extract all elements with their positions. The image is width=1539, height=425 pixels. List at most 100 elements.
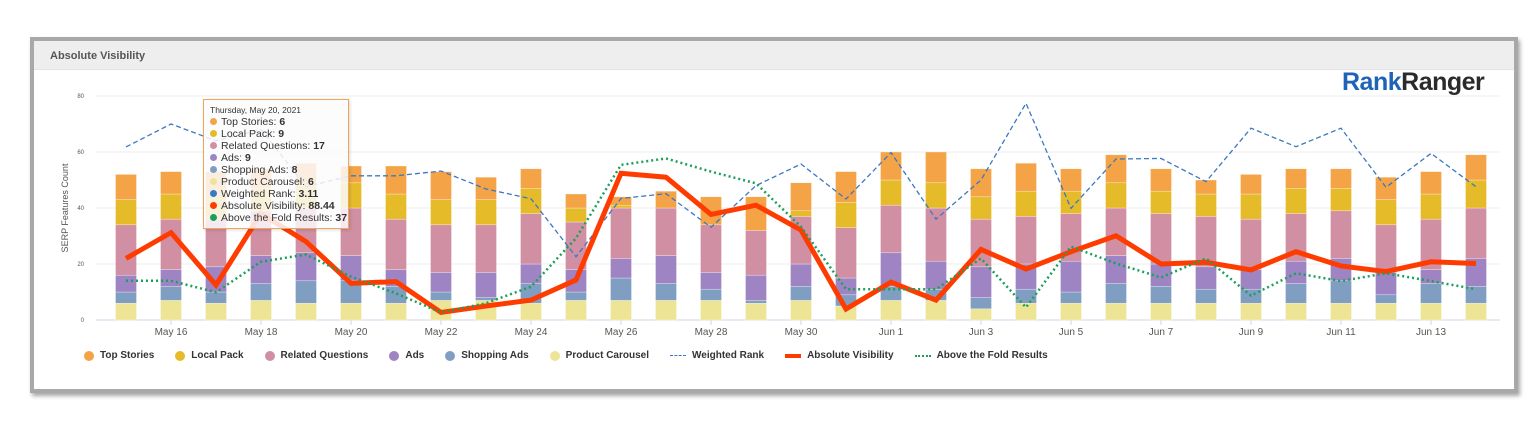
bar-segment-product-carousel <box>880 300 902 321</box>
bar-segment-shopping-ads <box>1285 283 1307 304</box>
tooltip-row: Product Carousel: 6 <box>210 176 348 188</box>
bar-segment-related-questions <box>700 224 722 273</box>
legend-item[interactable]: Top Stories <box>84 350 154 361</box>
bar-segment-product-carousel <box>1195 302 1217 321</box>
bar-segment-product-carousel <box>1240 302 1262 321</box>
bar-segment-local-pack <box>1015 190 1037 217</box>
x-tick-label: Jun 11 <box>1326 327 1356 338</box>
bar-segment-shopping-ads <box>160 286 182 301</box>
bar-segment-local-pack <box>880 179 902 206</box>
legend-item[interactable]: Absolute Visibility <box>785 350 894 361</box>
bar-segment-top-stories <box>160 171 182 195</box>
y-tick-label: 80 <box>77 94 84 100</box>
bar-segment-local-pack <box>565 207 587 223</box>
bar-segment-product-carousel <box>1285 302 1307 321</box>
bar-segment-local-pack <box>1285 188 1307 214</box>
bar-segment-product-carousel <box>250 300 272 321</box>
tooltip-row: Weighted Rank: 3.11 <box>210 188 348 200</box>
bar-segment-product-carousel <box>700 300 722 321</box>
y-tick-label: 20 <box>77 262 84 268</box>
bar-segment-local-pack <box>160 193 182 220</box>
legend-item[interactable]: Shopping Ads <box>445 350 529 361</box>
bar-segment-local-pack <box>1195 193 1217 217</box>
bar-segment-top-stories <box>1330 168 1352 189</box>
x-tick-label: Jun 5 <box>1059 327 1084 338</box>
bar-segment-product-carousel <box>1150 302 1172 321</box>
bar-segment-local-pack <box>1060 190 1082 214</box>
legend-item[interactable]: Ads <box>389 350 424 361</box>
bar-segment-related-questions <box>925 207 947 262</box>
tooltip-row: Top Stories: 6 <box>210 116 348 128</box>
bar-segment-related-questions <box>1375 224 1397 273</box>
tooltip-label: Local Pack: <box>221 128 279 140</box>
bar-segment-ads <box>160 269 182 287</box>
y-axis-title: SERP Features Count <box>60 163 70 252</box>
series-dot-icon <box>210 130 217 137</box>
bar-segment-top-stories <box>1105 154 1127 184</box>
x-tick-label: Jun 1 <box>879 327 904 338</box>
bar-segment-shopping-ads <box>565 291 587 301</box>
bar-segment-shopping-ads <box>700 288 722 301</box>
tooltip-row: Ads: 9 <box>210 152 348 164</box>
series-dot-icon <box>210 118 217 125</box>
bar-segment-ads <box>790 263 812 287</box>
series-dot-icon <box>210 142 217 149</box>
legend-item[interactable]: Product Carousel <box>549 350 649 361</box>
legend-item[interactable]: Related Questions <box>264 350 368 361</box>
bar-segment-related-questions <box>610 207 632 259</box>
bar-segment-top-stories <box>1150 168 1172 192</box>
bar-segment-shopping-ads <box>1465 286 1487 304</box>
series-dot-icon <box>210 202 217 209</box>
legend-item[interactable]: Weighted Rank <box>670 350 764 361</box>
tooltip-value: 6 <box>307 176 314 188</box>
bar-segment-related-questions <box>1330 210 1352 259</box>
x-tick-label: May 30 <box>785 327 818 338</box>
x-tick-label: Jun 7 <box>1149 327 1174 338</box>
x-tick-label: May 20 <box>335 327 368 338</box>
bar-segment-related-questions <box>475 224 497 273</box>
x-tick-label: Jun 9 <box>1239 327 1264 338</box>
bar-segment-shopping-ads <box>790 286 812 301</box>
bar-segment-related-questions <box>430 224 452 273</box>
tooltip-label: Weighted Rank: <box>221 188 299 200</box>
bar-segment-related-questions <box>745 230 767 276</box>
legend-dot-icon <box>264 350 275 361</box>
legend-dot-icon <box>84 350 94 361</box>
bar-segment-ads <box>700 272 722 290</box>
bar-segment-top-stories <box>1195 179 1217 195</box>
bar-segment-product-carousel <box>340 302 362 321</box>
bar-segment-shopping-ads <box>970 297 992 310</box>
bar-segment-ads <box>250 255 272 284</box>
legend-item[interactable]: Local Pack <box>175 350 244 361</box>
bar-segment-local-pack <box>1420 193 1442 220</box>
series-dot-icon <box>210 154 217 161</box>
legend-thick-line-icon <box>785 353 802 358</box>
x-tick-label: May 24 <box>515 327 548 338</box>
bar-segment-shopping-ads <box>1105 283 1127 304</box>
legend-label: Weighted Rank <box>692 350 765 361</box>
bar-segment-product-carousel <box>1465 302 1487 321</box>
bar-segment-ads <box>1060 260 1082 293</box>
legend-item[interactable]: Above the Fold Results <box>914 350 1048 361</box>
bar-segment-product-carousel <box>160 300 182 321</box>
bar-segment-related-questions <box>1240 218 1262 270</box>
bar-segment-product-carousel <box>520 302 542 321</box>
y-tick-label: 60 <box>77 150 84 156</box>
bar-segment-ads <box>475 272 497 298</box>
tooltip-label: Product Carousel: <box>221 176 308 188</box>
bar-segment-ads <box>115 274 137 293</box>
legend-label: Shopping Ads <box>461 350 529 361</box>
bar-segment-shopping-ads <box>250 283 272 301</box>
logo-part-rank: Rank <box>1342 68 1402 96</box>
bar-segment-related-questions <box>880 204 902 254</box>
tooltip-value: 9 <box>244 152 251 164</box>
bar-segment-related-questions <box>1465 207 1487 259</box>
legend-label: Ads <box>405 350 425 361</box>
bar-segment-top-stories <box>1465 154 1487 181</box>
bar-segment-local-pack <box>790 210 812 217</box>
bar-segment-local-pack <box>115 199 137 226</box>
tooltip-value: 17 <box>313 140 325 152</box>
bar-segment-shopping-ads <box>1060 291 1082 304</box>
legend-dot-icon <box>445 350 456 361</box>
bar-segment-related-questions <box>115 224 137 276</box>
